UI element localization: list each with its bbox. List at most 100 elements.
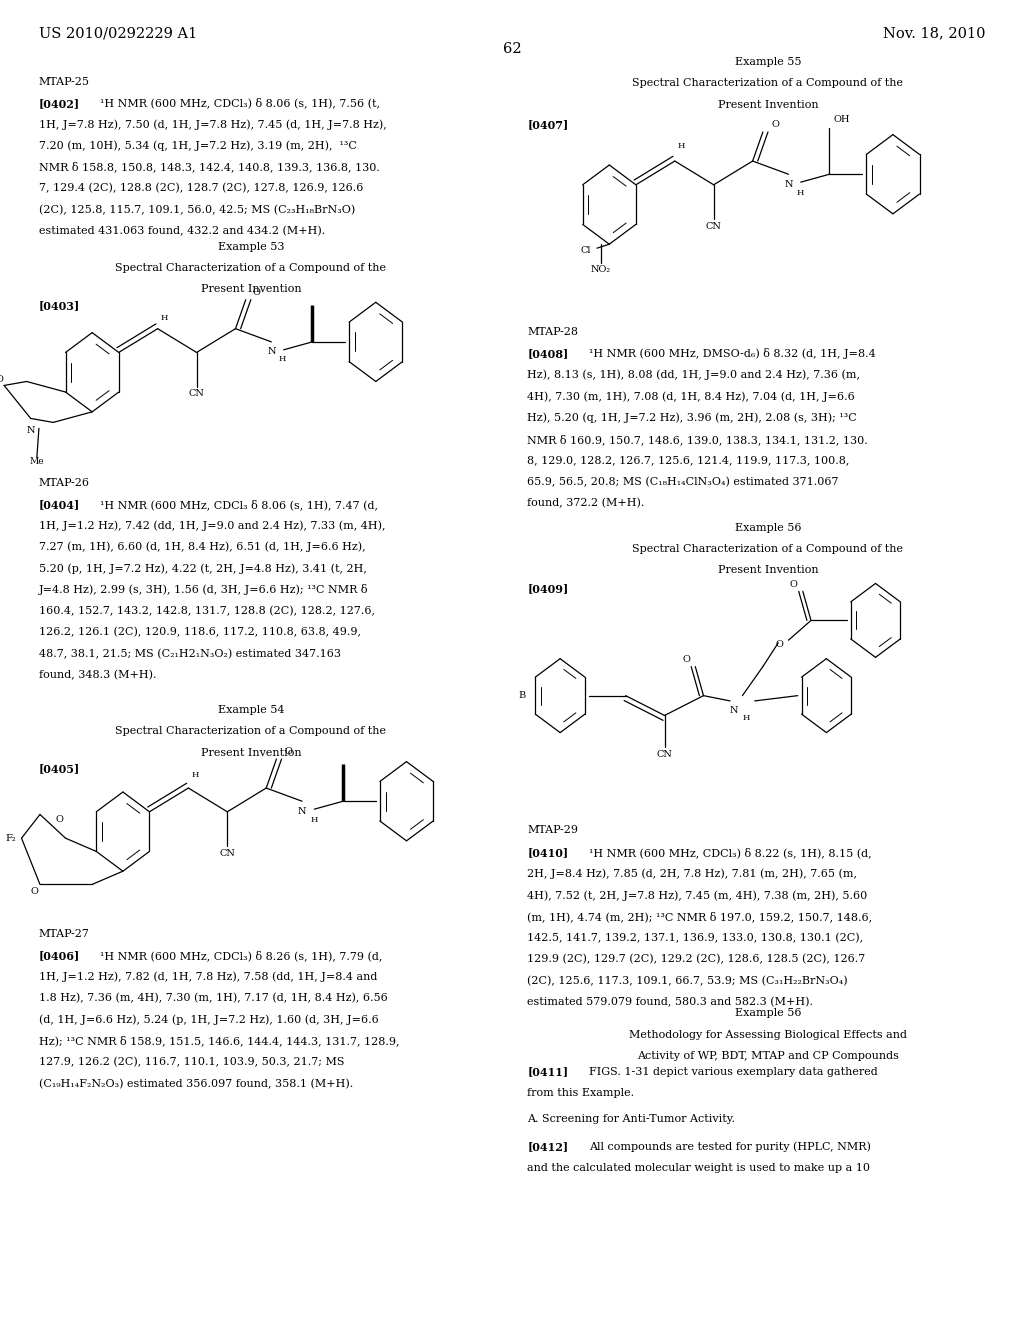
Text: B: B: [518, 692, 525, 700]
Text: Hz), 5.20 (q, 1H, J=7.2 Hz), 3.96 (m, 2H), 2.08 (s, 3H); ¹³C: Hz), 5.20 (q, 1H, J=7.2 Hz), 3.96 (m, 2H…: [527, 413, 857, 424]
Text: Example 55: Example 55: [735, 57, 801, 67]
Text: 7, 129.4 (2C), 128.8 (2C), 128.7 (2C), 127.8, 126.9, 126.6: 7, 129.4 (2C), 128.8 (2C), 128.7 (2C), 1…: [39, 183, 364, 194]
Text: H: H: [797, 189, 804, 197]
Text: and the calculated molecular weight is used to make up a 10: and the calculated molecular weight is u…: [527, 1163, 870, 1172]
Text: MTAP-28: MTAP-28: [527, 327, 579, 338]
Text: ¹H NMR (600 MHz, CDCl₃ δ 8.06 (s, 1H), 7.47 (d,: ¹H NMR (600 MHz, CDCl₃ δ 8.06 (s, 1H), 7…: [100, 499, 378, 510]
Text: [0404]: [0404]: [39, 499, 80, 510]
Text: NMR δ 160.9, 150.7, 148.6, 139.0, 138.3, 134.1, 131.2, 130.: NMR δ 160.9, 150.7, 148.6, 139.0, 138.3,…: [527, 434, 868, 445]
Text: N: N: [298, 807, 306, 816]
Text: [0411]: [0411]: [527, 1067, 568, 1077]
Text: O: O: [285, 747, 293, 756]
Text: Methodology for Assessing Biological Effects and: Methodology for Assessing Biological Eff…: [629, 1030, 907, 1040]
Text: from this Example.: from this Example.: [527, 1088, 635, 1098]
Text: O: O: [30, 887, 38, 895]
Text: 129.9 (2C), 129.7 (2C), 129.2 (2C), 128.6, 128.5 (2C), 126.7: 129.9 (2C), 129.7 (2C), 129.2 (2C), 128.…: [527, 954, 865, 965]
Text: N: N: [27, 426, 35, 436]
Text: 4H), 7.52 (t, 2H, J=7.8 Hz), 7.45 (m, 4H), 7.38 (m, 2H), 5.60: 4H), 7.52 (t, 2H, J=7.8 Hz), 7.45 (m, 4H…: [527, 890, 867, 900]
Text: Spectral Characterization of a Compound of the: Spectral Characterization of a Compound …: [116, 726, 386, 737]
Text: Activity of WP, BDT, MTAP and CP Compounds: Activity of WP, BDT, MTAP and CP Compoun…: [637, 1051, 899, 1061]
Text: [0406]: [0406]: [39, 950, 80, 961]
Text: Present Invention: Present Invention: [718, 99, 818, 110]
Text: J=4.8 Hz), 2.99 (s, 3H), 1.56 (d, 3H, J=6.6 Hz); ¹³C NMR δ: J=4.8 Hz), 2.99 (s, 3H), 1.56 (d, 3H, J=…: [39, 585, 369, 595]
Text: 1H, J=1.2 Hz), 7.82 (d, 1H, 7.8 Hz), 7.58 (dd, 1H, J=8.4 and: 1H, J=1.2 Hz), 7.82 (d, 1H, 7.8 Hz), 7.5…: [39, 972, 377, 982]
Text: 7.20 (m, 10H), 5.34 (q, 1H, J=7.2 Hz), 3.19 (m, 2H),  ¹³C: 7.20 (m, 10H), 5.34 (q, 1H, J=7.2 Hz), 3…: [39, 140, 356, 150]
Text: FIGS. 1-31 depict various exemplary data gathered: FIGS. 1-31 depict various exemplary data…: [589, 1067, 878, 1077]
Text: O: O: [771, 120, 779, 129]
Text: Present Invention: Present Invention: [718, 565, 818, 576]
Text: 62: 62: [503, 42, 521, 57]
Text: (m, 1H), 4.74 (m, 2H); ¹³C NMR δ 197.0, 159.2, 150.7, 148.6,: (m, 1H), 4.74 (m, 2H); ¹³C NMR δ 197.0, …: [527, 912, 872, 923]
Text: CN: CN: [219, 849, 236, 858]
Text: 126.2, 126.1 (2C), 120.9, 118.6, 117.2, 110.8, 63.8, 49.9,: 126.2, 126.1 (2C), 120.9, 118.6, 117.2, …: [39, 627, 360, 638]
Text: estimated 431.063 found, 432.2 and 434.2 (M+H).: estimated 431.063 found, 432.2 and 434.2…: [39, 226, 326, 236]
Text: MTAP-25: MTAP-25: [39, 77, 90, 87]
Text: ¹H NMR (600 MHz, CDCl₃) δ 8.06 (s, 1H), 7.56 (t,: ¹H NMR (600 MHz, CDCl₃) δ 8.06 (s, 1H), …: [100, 98, 380, 108]
Text: (2C), 125.6, 117.3, 109.1, 66.7, 53.9; MS (C₃₁H₂₂BrN₃O₄): (2C), 125.6, 117.3, 109.1, 66.7, 53.9; M…: [527, 975, 848, 986]
Text: CN: CN: [706, 222, 722, 231]
Text: ¹H NMR (600 MHz, DMSO-d₆) δ 8.32 (d, 1H, J=8.4: ¹H NMR (600 MHz, DMSO-d₆) δ 8.32 (d, 1H,…: [589, 348, 876, 359]
Text: Example 56: Example 56: [735, 523, 801, 533]
Text: H: H: [742, 714, 750, 722]
Text: CN: CN: [188, 389, 205, 399]
Text: Spectral Characterization of a Compound of the: Spectral Characterization of a Compound …: [633, 544, 903, 554]
Text: 8, 129.0, 128.2, 126.7, 125.6, 121.4, 119.9, 117.3, 100.8,: 8, 129.0, 128.2, 126.7, 125.6, 121.4, 11…: [527, 455, 850, 466]
Text: Nov. 18, 2010: Nov. 18, 2010: [883, 26, 985, 41]
Text: H: H: [310, 816, 317, 824]
Text: NMR δ 158.8, 150.8, 148.3, 142.4, 140.8, 139.3, 136.8, 130.: NMR δ 158.8, 150.8, 148.3, 142.4, 140.8,…: [39, 162, 380, 173]
Text: Example 54: Example 54: [218, 705, 284, 715]
Text: NO₂: NO₂: [591, 265, 611, 275]
Text: [0407]: [0407]: [527, 119, 568, 129]
Text: MTAP-27: MTAP-27: [39, 929, 90, 940]
Text: Present Invention: Present Invention: [201, 284, 301, 294]
Text: (C₁₉H₁₄F₂N₂O₃) estimated 356.097 found, 358.1 (M+H).: (C₁₉H₁₄F₂N₂O₃) estimated 356.097 found, …: [39, 1078, 353, 1089]
Text: Hz), 8.13 (s, 1H), 8.08 (dd, 1H, J=9.0 and 2.4 Hz), 7.36 (m,: Hz), 8.13 (s, 1H), 8.08 (dd, 1H, J=9.0 a…: [527, 370, 860, 380]
Text: Me: Me: [30, 458, 44, 466]
Text: estimated 579.079 found, 580.3 and 582.3 (M+H).: estimated 579.079 found, 580.3 and 582.3…: [527, 997, 813, 1007]
Text: 65.9, 56.5, 20.8; MS (C₁₈H₁₄ClN₃O₄) estimated 371.067: 65.9, 56.5, 20.8; MS (C₁₈H₁₄ClN₃O₄) esti…: [527, 477, 839, 487]
Text: N: N: [730, 706, 738, 715]
Text: 127.9, 126.2 (2C), 116.7, 110.1, 103.9, 50.3, 21.7; MS: 127.9, 126.2 (2C), 116.7, 110.1, 103.9, …: [39, 1057, 344, 1068]
Text: US 2010/0292229 A1: US 2010/0292229 A1: [39, 26, 198, 41]
Text: 4H), 7.30 (m, 1H), 7.08 (d, 1H, 8.4 Hz), 7.04 (d, 1H, J=6.6: 4H), 7.30 (m, 1H), 7.08 (d, 1H, 8.4 Hz),…: [527, 391, 855, 401]
Text: (d, 1H, J=6.6 Hz), 5.24 (p, 1H, J=7.2 Hz), 1.60 (d, 3H, J=6.6: (d, 1H, J=6.6 Hz), 5.24 (p, 1H, J=7.2 Hz…: [39, 1015, 379, 1026]
Text: Cl: Cl: [581, 247, 591, 255]
Text: H: H: [191, 771, 199, 779]
Text: MTAP-29: MTAP-29: [527, 825, 579, 836]
Text: Hz); ¹³C NMR δ 158.9, 151.5, 146.6, 144.4, 144.3, 131.7, 128.9,: Hz); ¹³C NMR δ 158.9, 151.5, 146.6, 144.…: [39, 1036, 399, 1047]
Text: CN: CN: [656, 750, 673, 759]
Text: found, 348.3 (M+H).: found, 348.3 (M+H).: [39, 671, 157, 680]
Text: 7.27 (m, 1H), 6.60 (d, 1H, 8.4 Hz), 6.51 (d, 1H, J=6.6 Hz),: 7.27 (m, 1H), 6.60 (d, 1H, 8.4 Hz), 6.51…: [39, 541, 366, 552]
Text: 2H, J=8.4 Hz), 7.85 (d, 2H, 7.8 Hz), 7.81 (m, 2H), 7.65 (m,: 2H, J=8.4 Hz), 7.85 (d, 2H, 7.8 Hz), 7.8…: [527, 869, 857, 879]
Text: O: O: [790, 579, 798, 589]
Text: Spectral Characterization of a Compound of the: Spectral Characterization of a Compound …: [633, 78, 903, 88]
Text: [0409]: [0409]: [527, 583, 568, 594]
Text: H: H: [279, 355, 286, 363]
Text: OH: OH: [834, 115, 850, 124]
Text: MTAP-26: MTAP-26: [39, 478, 90, 488]
Text: N: N: [784, 180, 793, 189]
Text: [0412]: [0412]: [527, 1142, 568, 1152]
Text: 1H, J=7.8 Hz), 7.50 (d, 1H, J=7.8 Hz), 7.45 (d, 1H, J=7.8 Hz),: 1H, J=7.8 Hz), 7.50 (d, 1H, J=7.8 Hz), 7…: [39, 119, 387, 129]
Text: 142.5, 141.7, 139.2, 137.1, 136.9, 133.0, 130.8, 130.1 (2C),: 142.5, 141.7, 139.2, 137.1, 136.9, 133.0…: [527, 933, 863, 944]
Text: [0408]: [0408]: [527, 348, 568, 359]
Text: ¹H NMR (600 MHz, CDCl₃) δ 8.26 (s, 1H), 7.79 (d,: ¹H NMR (600 MHz, CDCl₃) δ 8.26 (s, 1H), …: [100, 950, 383, 961]
Text: H: H: [161, 314, 168, 322]
Text: F₂: F₂: [6, 834, 16, 842]
Text: 1H, J=1.2 Hz), 7.42 (dd, 1H, J=9.0 and 2.4 Hz), 7.33 (m, 4H),: 1H, J=1.2 Hz), 7.42 (dd, 1H, J=9.0 and 2…: [39, 520, 385, 531]
Text: Spectral Characterization of a Compound of the: Spectral Characterization of a Compound …: [116, 263, 386, 273]
Text: [0405]: [0405]: [39, 763, 80, 774]
Text: [0410]: [0410]: [527, 847, 568, 858]
Text: O: O: [775, 640, 783, 648]
Text: [0402]: [0402]: [39, 98, 80, 108]
Text: [0403]: [0403]: [39, 300, 80, 310]
Text: A. Screening for Anti-Tumor Activity.: A. Screening for Anti-Tumor Activity.: [527, 1114, 735, 1123]
Text: 48.7, 38.1, 21.5; MS (C₂₁H2₁N₃O₂) estimated 347.163: 48.7, 38.1, 21.5; MS (C₂₁H2₁N₃O₂) estima…: [39, 648, 341, 659]
Text: O: O: [682, 655, 690, 664]
Text: (2C), 125.8, 115.7, 109.1, 56.0, 42.5; MS (C₂₃H₁₈BrN₃O): (2C), 125.8, 115.7, 109.1, 56.0, 42.5; M…: [39, 205, 355, 215]
Text: 1.8 Hz), 7.36 (m, 4H), 7.30 (m, 1H), 7.17 (d, 1H, 8.4 Hz), 6.56: 1.8 Hz), 7.36 (m, 4H), 7.30 (m, 1H), 7.1…: [39, 993, 388, 1003]
Text: Present Invention: Present Invention: [201, 747, 301, 758]
Text: Example 53: Example 53: [218, 242, 284, 252]
Text: ¹H NMR (600 MHz, CDCl₃) δ 8.22 (s, 1H), 8.15 (d,: ¹H NMR (600 MHz, CDCl₃) δ 8.22 (s, 1H), …: [589, 847, 871, 858]
Text: O: O: [55, 816, 63, 824]
